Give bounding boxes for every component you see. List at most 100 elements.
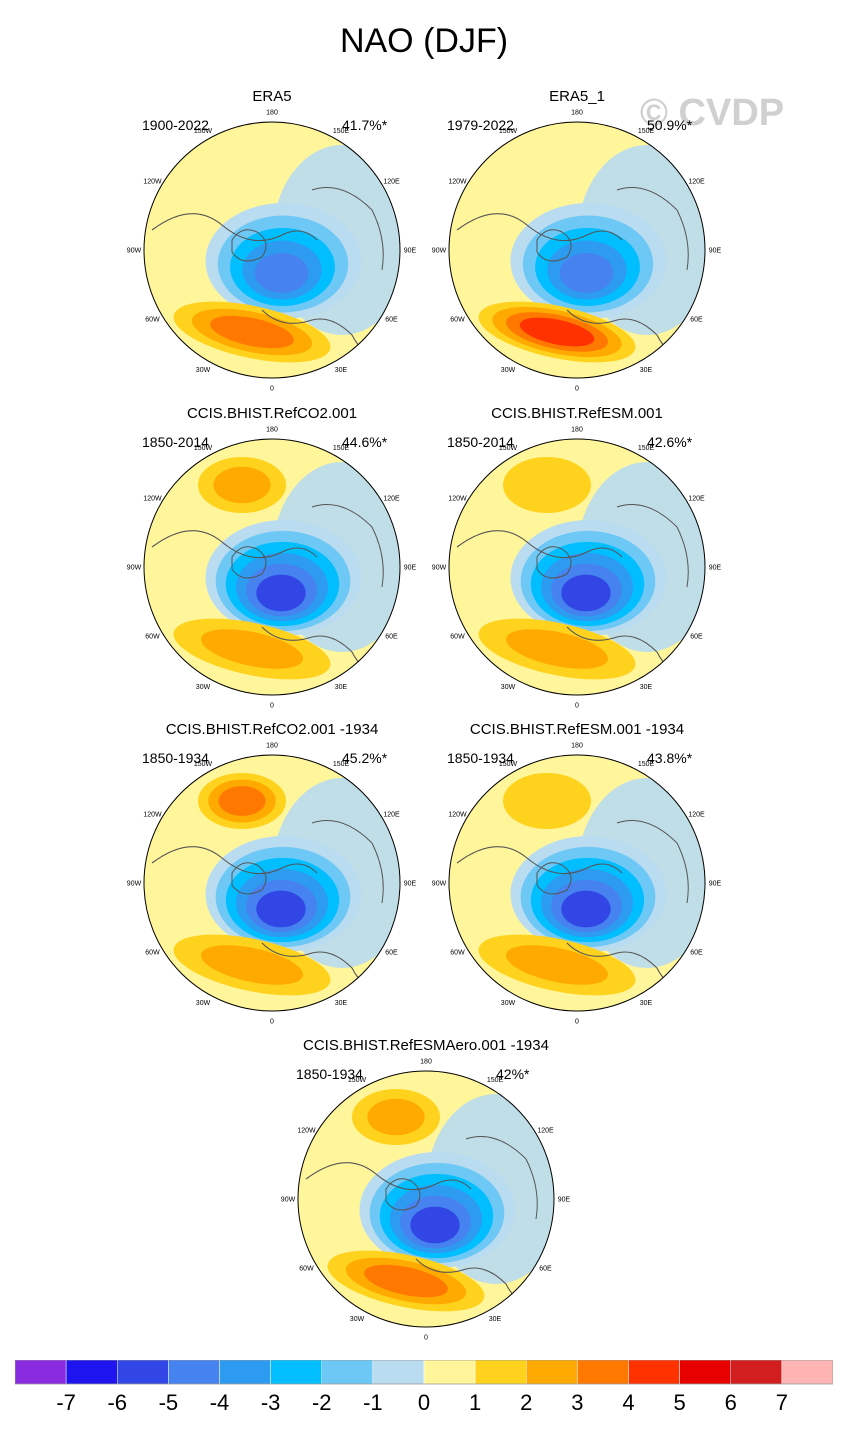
longitude-label: 180 <box>420 1059 432 1066</box>
longitude-label: 120W <box>143 179 162 186</box>
longitude-label: 90E <box>558 1197 571 1204</box>
longitude-label: 90E <box>404 248 417 255</box>
coastline <box>456 530 623 559</box>
longitude-label: 90E <box>709 881 722 888</box>
longitude-label: 0 <box>270 703 274 710</box>
longitude-label: 60W <box>450 317 465 324</box>
longitude-label: 120E <box>537 1128 554 1135</box>
colorbar-swatch <box>679 1360 731 1385</box>
colorbar-tick-label: 4 <box>622 1390 634 1415</box>
longitude-label: 60W <box>299 1266 314 1273</box>
colorbar-swatch <box>321 1360 374 1385</box>
coastline <box>616 504 689 588</box>
coastline <box>311 504 384 588</box>
longitude-label: 120W <box>448 496 467 503</box>
polar-map: 180 150E 120E 90E 60E 30E 0 30W 60W 90W 120W 150W <box>281 1059 571 1342</box>
longitude-label: 0 <box>575 1019 579 1026</box>
coastline <box>616 187 689 271</box>
longitude-label: 30W <box>196 684 211 691</box>
coastline <box>151 846 318 875</box>
longitude-label: 60W <box>145 634 160 641</box>
coastline <box>311 187 384 271</box>
polar-map: 180 150E 120E 90E 60E 30E 0 30W 60W 90W 120W 150W <box>127 110 417 393</box>
pacific-high-contour <box>503 457 591 513</box>
low-lobe-contour <box>256 574 306 612</box>
longitude-label: 150E <box>487 1077 504 1084</box>
longitude-label: 120E <box>383 812 400 819</box>
longitude-label: 90W <box>432 248 447 255</box>
longitude-label: 0 <box>270 1019 274 1026</box>
pacific-high-contour <box>213 466 271 504</box>
colorbar-swatch <box>15 1360 67 1385</box>
high-lobe-contour <box>519 317 595 347</box>
polar-map: 180 150E 120E 90E 60E 30E 0 30W 60W 90W 120W 150W <box>127 743 417 1026</box>
panel-title: ERA5_1 <box>549 88 605 105</box>
colorbar-tick-label: -2 <box>312 1390 332 1415</box>
longitude-label: 150E <box>638 761 655 768</box>
panel-title: CCIS.BHIST.RefCO2.001 <box>186 405 358 422</box>
high-lobe-contour <box>506 629 608 669</box>
high-lobe-contour <box>506 945 608 985</box>
longitude-label: 90E <box>709 248 722 255</box>
panel-variance-pct: 45.2%* <box>342 750 388 766</box>
panel-period: 1850-1934 <box>447 750 514 766</box>
panel-period: 1850-1934 <box>296 1066 363 1082</box>
longitude-label: 150W <box>194 128 213 135</box>
longitude-label: 120W <box>448 812 467 819</box>
panel-period: 1850-2014 <box>447 434 514 450</box>
longitude-label: 0 <box>270 386 274 393</box>
longitude-label: 150E <box>638 128 655 135</box>
longitude-label: 60W <box>450 634 465 641</box>
coastline <box>231 862 267 895</box>
longitude-label: 60E <box>385 950 398 957</box>
coastline <box>231 229 267 262</box>
longitude-label: 30E <box>640 367 653 374</box>
longitude-label: 120E <box>688 496 705 503</box>
longitude-label: 90W <box>281 1197 296 1204</box>
longitude-label: 30W <box>196 367 211 374</box>
panel-title: ERA5 <box>252 88 292 105</box>
longitude-label: 90W <box>432 881 447 888</box>
longitude-label: 0 <box>575 703 579 710</box>
longitude-label: 180 <box>571 743 583 750</box>
colorbar-tick-label: 5 <box>674 1390 686 1415</box>
longitude-label: 150W <box>499 128 518 135</box>
colorbar-swatch <box>270 1360 322 1385</box>
panel-variance-pct: 50.9%* <box>647 117 693 133</box>
low-lobe-contour <box>256 890 306 928</box>
panel-variance-pct: 44.6%* <box>342 434 388 450</box>
coastline <box>536 862 572 895</box>
colorbar-tick-label: 3 <box>571 1390 583 1415</box>
panel-title: CCIS.BHIST.RefESM.001 <box>491 405 663 422</box>
longitude-label: 150E <box>333 445 350 452</box>
colorbar-tick-label: 7 <box>776 1390 788 1415</box>
longitude-label: 60E <box>690 317 703 324</box>
longitude-label: 30W <box>350 1316 365 1323</box>
panel-variance-pct: 41.7%* <box>342 117 388 133</box>
colorbar-swatch <box>781 1360 833 1385</box>
longitude-label: 120E <box>383 179 400 186</box>
longitude-label: 90W <box>127 248 142 255</box>
map-border <box>143 438 401 696</box>
longitude-label: 90E <box>404 565 417 572</box>
longitude-label: 150W <box>348 1077 367 1084</box>
coastline <box>385 1178 421 1211</box>
pacific-high-contour <box>503 773 591 829</box>
longitude-label: 180 <box>266 110 278 117</box>
colorbar-tick-label: -1 <box>363 1390 383 1415</box>
longitude-label: 180 <box>571 427 583 434</box>
colorbar-tick-label: -5 <box>159 1390 179 1415</box>
map-border <box>448 121 706 379</box>
longitude-label: 30E <box>489 1316 502 1323</box>
watermark: © CVDP <box>640 92 785 134</box>
longitude-label: 30E <box>640 1000 653 1007</box>
colorbar-swatch <box>372 1360 425 1385</box>
polar-map: 180 150E 120E 90E 60E 30E 0 30W 60W 90W 120W 150W <box>432 110 722 393</box>
colorbar-swatch <box>526 1360 578 1385</box>
colorbar-swatch <box>577 1360 629 1385</box>
coastline <box>311 820 384 904</box>
longitude-label: 120E <box>688 179 705 186</box>
longitude-label: 150E <box>333 761 350 768</box>
coastline <box>536 229 572 262</box>
map-border <box>143 121 401 379</box>
